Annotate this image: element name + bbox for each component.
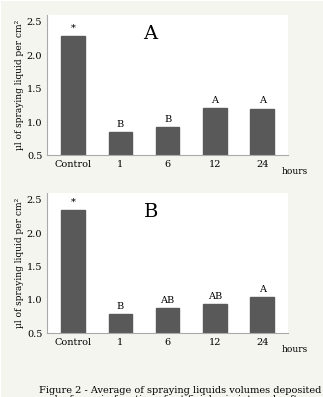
Bar <box>250 297 274 367</box>
Text: B: B <box>164 115 171 124</box>
Text: leaf area in function of artificial rain intervals after: leaf area in function of artificial rain… <box>39 395 308 397</box>
Text: B: B <box>117 120 124 129</box>
Text: AB: AB <box>208 292 222 301</box>
Bar <box>156 127 180 189</box>
Text: *: * <box>71 24 76 33</box>
Bar <box>250 109 274 189</box>
Bar <box>203 108 227 189</box>
Text: A: A <box>143 25 158 43</box>
Text: hours: hours <box>282 345 308 355</box>
Text: B: B <box>143 203 158 221</box>
Bar <box>61 210 85 367</box>
Bar <box>109 314 132 367</box>
Text: A: A <box>259 285 266 294</box>
Bar <box>61 37 85 189</box>
Text: B: B <box>117 302 124 311</box>
Text: hours: hours <box>282 168 308 176</box>
Text: Figure 2 - Average of spraying liquids volumes deposited by: Figure 2 - Average of spraying liquids v… <box>39 386 323 395</box>
Y-axis label: µl of spraying liquid per cm²: µl of spraying liquid per cm² <box>15 198 24 328</box>
Bar <box>109 132 132 189</box>
Bar <box>203 304 227 367</box>
Text: A: A <box>259 96 266 105</box>
Bar <box>156 308 180 367</box>
Y-axis label: µl of spraying liquid per cm²: µl of spraying liquid per cm² <box>15 20 24 150</box>
Text: A: A <box>211 96 218 105</box>
Text: AB: AB <box>161 296 175 304</box>
Text: *: * <box>71 198 76 207</box>
